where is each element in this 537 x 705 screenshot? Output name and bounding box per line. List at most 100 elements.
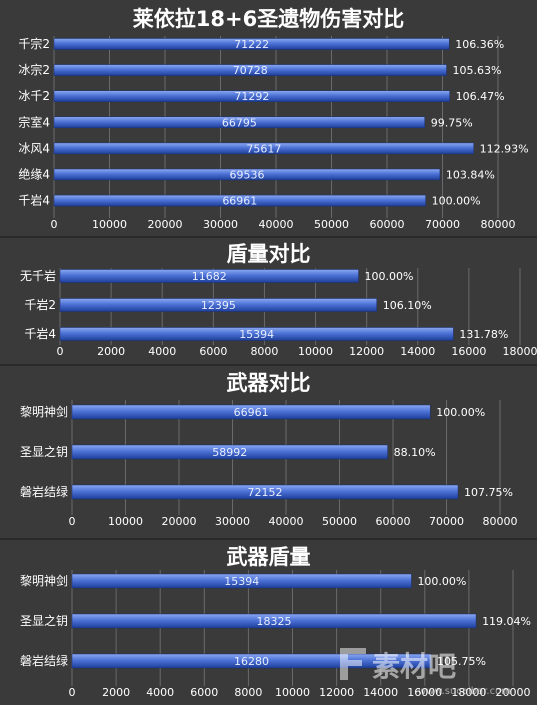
- bar-value-label: 70728: [233, 64, 268, 77]
- bar-percent-label: 105.63%: [453, 64, 502, 77]
- bar-percent-label: 106.47%: [456, 90, 505, 103]
- bar-percent-label: 131.78%: [459, 328, 508, 341]
- bar: [53, 116, 425, 129]
- bar-value-label: 72152: [248, 486, 283, 499]
- category-label: 冰宗2: [18, 62, 50, 77]
- bar-percent-label: 100.00%: [365, 270, 414, 283]
- bar-percent-label: 103.84%: [446, 169, 495, 182]
- bar-value-label: 71222: [234, 38, 269, 51]
- bar: [53, 90, 450, 102]
- bar-value-label: 11682: [192, 270, 227, 283]
- chart-title: 武器对比: [227, 371, 311, 395]
- bar-value-label: 66795: [222, 116, 257, 129]
- bar-percent-label: 112.93%: [480, 142, 529, 155]
- bar: [59, 298, 378, 312]
- bar-value-label: 15394: [224, 575, 259, 588]
- x-tick-label: 10000: [108, 515, 143, 528]
- x-tick-label: 60000: [370, 218, 405, 231]
- x-tick-label: 14000: [363, 686, 398, 699]
- bar-percent-label: 106.10%: [383, 299, 432, 312]
- x-tick-label: 20000: [162, 515, 197, 528]
- bar-percent-label: 105.75%: [437, 655, 486, 668]
- bar: [53, 38, 450, 50]
- x-tick-label: 40000: [269, 515, 304, 528]
- chart-1: 莱依拉18+6圣遗物伤害对比 0 10000 20000 30000 40000 50000…: [18, 7, 528, 231]
- bar-percent-label: 99.75%: [431, 116, 473, 129]
- chart-3: 武器对比 0 10000 20000 30000 40000 50000 60000 70000…: [0, 364, 537, 528]
- x-tick-label: 0: [69, 686, 76, 699]
- bar-value-label: 66961: [234, 406, 269, 419]
- bar-percent-label: 106.36%: [455, 38, 504, 51]
- x-tick-label: 10000: [92, 218, 127, 231]
- category-label: 冰千2: [18, 89, 50, 103]
- bar-percent-label: 119.04%: [482, 615, 531, 628]
- bar-value-label: 66961: [222, 195, 257, 208]
- x-tick-label: 70000: [429, 515, 464, 528]
- x-tick-label: 30000: [203, 218, 238, 231]
- x-tick-label: 8000: [234, 686, 262, 699]
- category-label: 磐岩结绿: [20, 484, 68, 499]
- x-tick-label: 14000: [400, 345, 435, 358]
- category-label: 黎明神剑: [20, 573, 68, 588]
- bar-value-label: 18325: [257, 615, 292, 628]
- bar-percent-label: 100.00%: [436, 406, 485, 419]
- bar: [71, 573, 412, 589]
- x-tick-label: 80000: [481, 218, 516, 231]
- bar-value-label: 58992: [212, 446, 247, 459]
- x-tick-label: 12000: [349, 345, 384, 358]
- x-tick-label: 80000: [483, 515, 518, 528]
- chart-2: 盾量对比 0 2000 4000 6000 8000 10000 12000 14000 1600…: [0, 236, 537, 358]
- watermark-logo-text: 素材吧: [372, 650, 456, 683]
- chart-4: 武器盾量 0 2000 4000 6000 8000 10000 12000 14000 1600…: [0, 538, 537, 699]
- category-label: 千宗2: [18, 36, 50, 51]
- chart-title: 武器盾量: [227, 545, 311, 569]
- chart-title: 莱依拉18+6圣遗物伤害对比: [133, 7, 404, 31]
- x-tick-label: 60000: [376, 515, 411, 528]
- x-tick-label: 20000: [148, 218, 183, 231]
- x-tick-label: 2000: [102, 686, 130, 699]
- category-label: 冰风4: [18, 141, 50, 155]
- bar-value-label: 69536: [229, 169, 264, 182]
- category-label: 黎明神剑: [20, 404, 68, 419]
- x-tick-label: 0: [51, 218, 58, 231]
- x-tick-label: 12000: [319, 686, 354, 699]
- category-label: 宗室4: [18, 114, 50, 129]
- category-label: 绝缘4: [18, 167, 50, 182]
- bar-percent-label: 100.00%: [432, 195, 481, 208]
- bar-value-label: 75617: [246, 142, 281, 155]
- x-tick-label: 50000: [322, 515, 357, 528]
- x-tick-label: 18000: [503, 345, 537, 358]
- bar: [71, 613, 477, 629]
- x-tick-label: 0: [57, 345, 64, 358]
- bar: [71, 444, 388, 460]
- category-label: 千岩2: [24, 297, 56, 312]
- bar-percent-label: 88.10%: [394, 446, 436, 459]
- category-label: 无千岩: [20, 268, 56, 283]
- bar: [53, 142, 474, 155]
- bar-percent-label: 107.75%: [464, 486, 513, 499]
- bar: [59, 269, 359, 283]
- x-tick-label: 4000: [146, 686, 174, 699]
- category-label: 千岩4: [24, 326, 56, 341]
- x-tick-label: 70000: [425, 218, 460, 231]
- bar: [59, 327, 454, 341]
- x-tick-label: 16000: [407, 686, 442, 699]
- bar: [71, 404, 431, 420]
- x-tick-label: 2000: [97, 345, 125, 358]
- x-tick-label: 40000: [259, 218, 294, 231]
- x-tick-label: 4000: [148, 345, 176, 358]
- bar-value-label: 12395: [201, 299, 236, 312]
- bar: [71, 484, 459, 500]
- category-label: 圣显之钥: [20, 445, 68, 459]
- x-tick-label: 18000: [451, 686, 486, 699]
- watermark-logo-icon: [340, 648, 366, 680]
- category-label: 千岩4: [18, 193, 50, 208]
- bar-value-label: 16280: [234, 655, 269, 668]
- x-tick-label: 20000: [496, 686, 531, 699]
- x-tick-label: 8000: [250, 345, 278, 358]
- bar: [53, 64, 447, 76]
- watermark-url: www.sucaibar.com: [418, 686, 511, 697]
- x-tick-label: 16000: [451, 345, 486, 358]
- bar-percent-label: 100.00%: [417, 575, 466, 588]
